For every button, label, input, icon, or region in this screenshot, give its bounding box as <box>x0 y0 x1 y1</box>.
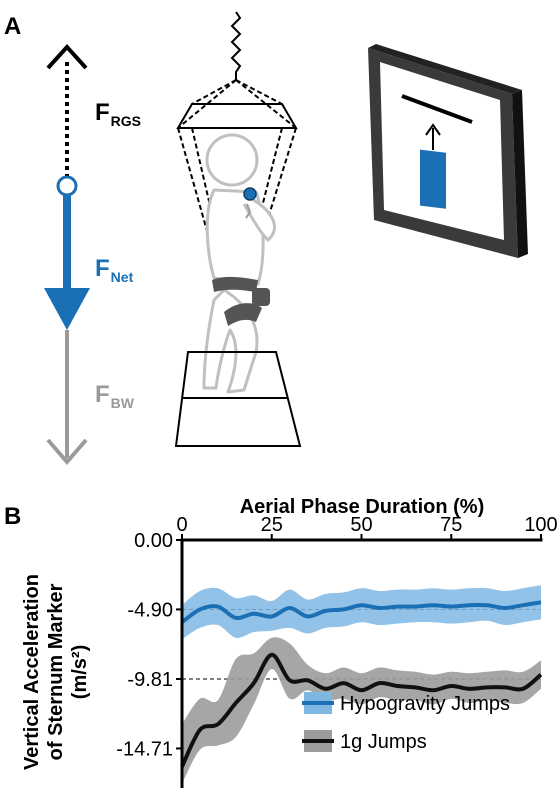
hypogravity-mean-line <box>180 600 542 624</box>
target-line <box>401 94 473 124</box>
bw-arrow-head <box>46 438 88 466</box>
force-label-rgs: FRGS <box>95 99 141 129</box>
y-axis-title-line3: (m/s²) <box>69 645 91 699</box>
force-label-bw: FBW <box>95 381 135 411</box>
y-tick-label-0: 0.00 <box>134 530 173 552</box>
y-tick-label-2: -9.81 <box>127 669 173 691</box>
y-ticks: 0.00 -4.90 -9.81 -14.71 <box>116 530 182 760</box>
jump-platform <box>174 351 302 447</box>
one-g-legend-label: 1g Jumps <box>340 731 427 753</box>
hypogravity-legend-label: Hypogravity Jumps <box>340 693 510 715</box>
harness-buckle <box>252 288 270 306</box>
force-label-net: FNet <box>95 255 134 285</box>
rgs-arrow-head <box>46 44 88 70</box>
x-tick-label-50: 50 <box>350 514 372 536</box>
acceleration-chart: Vertical Acceleration of Sternum Marker … <box>21 496 558 788</box>
person-figure <box>202 133 276 394</box>
center-of-mass-marker <box>56 175 78 197</box>
harness-waist-belt <box>212 276 258 292</box>
x-tick-label-25: 25 <box>261 514 283 536</box>
force-arrow-diagram <box>44 44 90 466</box>
y-axis-title-line1: Vertical Acceleration <box>21 574 43 770</box>
panel-a-label: A <box>4 13 21 40</box>
panel-b-label: B <box>4 503 21 530</box>
x-axis-title: Aerial Phase Duration (%) <box>240 496 485 518</box>
net-arrow-head <box>44 288 90 330</box>
x-tick-label-75: 75 <box>440 514 462 536</box>
y-axis-title-line2: of Sternum Marker <box>45 583 67 760</box>
hypogravity-band <box>182 585 541 640</box>
x-ticks: 0 25 50 75 100 <box>176 514 558 540</box>
confidence-bands <box>182 585 541 784</box>
y-tick-label-3: -14.71 <box>116 738 173 760</box>
harness-thigh-strap <box>224 303 262 326</box>
height-bar <box>420 149 446 209</box>
up-arrow-icon <box>425 123 441 136</box>
x-tick-label-0: 0 <box>176 514 187 536</box>
feedback-monitor <box>368 44 528 258</box>
x-tick-label-100: 100 <box>524 514 557 536</box>
y-axis-title: Vertical Acceleration of Sternum Marker … <box>21 574 91 770</box>
y-tick-label-1: -4.90 <box>127 599 173 621</box>
chart-legend: Hypogravity Jumps 1g Jumps <box>302 692 510 753</box>
mean-lines <box>180 600 543 768</box>
marker-lead <box>245 203 252 219</box>
one-g-band <box>182 637 541 784</box>
one-g-mean-line <box>180 652 543 768</box>
sternum-marker <box>243 187 257 201</box>
